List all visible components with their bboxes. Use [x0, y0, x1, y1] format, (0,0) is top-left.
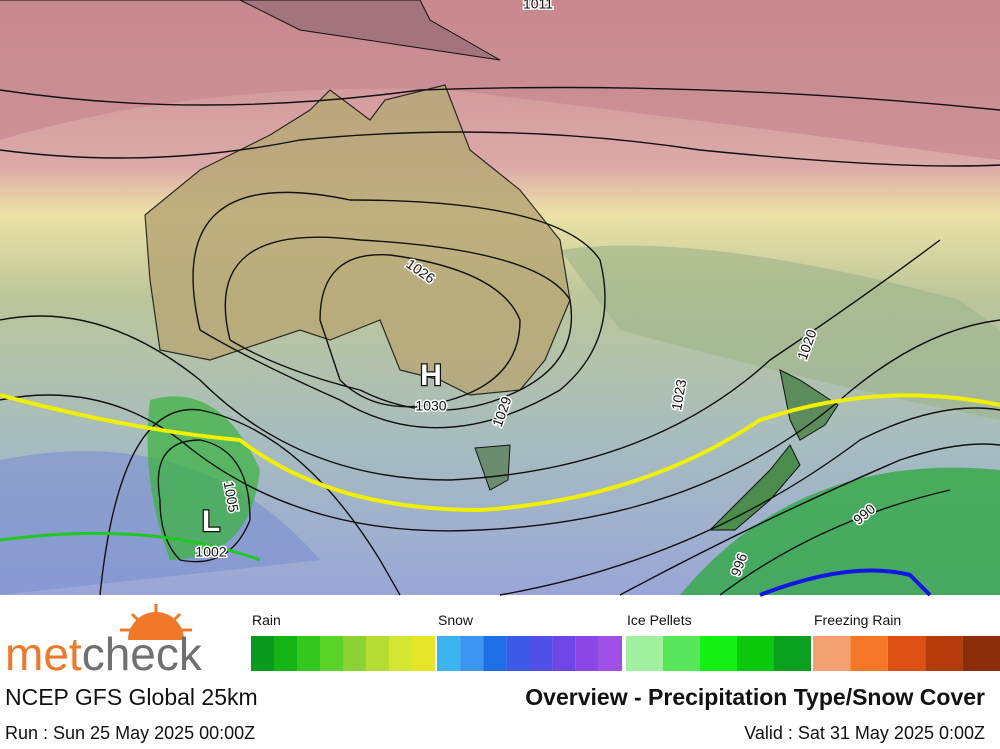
legend-swatch — [274, 636, 297, 671]
logo-part: met — [5, 628, 82, 680]
legend-swatch — [412, 636, 435, 671]
isobar — [157, 439, 251, 563]
isobar-label: 1011 — [523, 0, 553, 12]
legend-swatch — [552, 636, 576, 671]
legend-swatch — [962, 636, 1000, 671]
legend-swatch — [925, 636, 963, 671]
legend-swatch — [251, 636, 274, 671]
legend-swatch — [737, 636, 774, 671]
legend-swatch — [850, 636, 888, 671]
legend-label: Rain — [252, 612, 281, 628]
chart-title: Overview - Precipitation Type/Snow Cover — [525, 684, 985, 710]
isobar — [499, 407, 1000, 596]
logo-sun — [128, 612, 184, 640]
legend: Rain Snow Ice Pellets Freezing Rain — [251, 612, 1000, 671]
legend-swatch — [575, 636, 599, 671]
isobar — [192, 191, 606, 429]
isobar — [719, 489, 951, 596]
legend-swatch — [320, 636, 343, 671]
footer: metcheck Rain Snow Ice Pellets Freezing Rai… — [5, 604, 1000, 743]
isobar — [0, 319, 1000, 532]
legend-swatch — [297, 636, 320, 671]
legend-swatch — [774, 636, 811, 671]
legend-swatch — [887, 636, 926, 671]
snow-line — [759, 568, 932, 597]
pressure-value: 1002 — [195, 544, 226, 560]
rain-area — [680, 467, 1000, 595]
freezing-level-line — [0, 393, 1000, 513]
legend-swatch — [700, 636, 737, 671]
legend-label: Snow — [438, 612, 474, 628]
legend-swatch — [437, 636, 461, 671]
isobar — [0, 86, 1000, 111]
valid-time: Valid : Sat 31 May 2025 0:00Z — [744, 723, 985, 743]
new-guinea — [0, 0, 501, 61]
isobar — [619, 443, 1000, 596]
legend-swatch — [813, 636, 851, 671]
run-time: Run : Sun 25 May 2025 00:00Z — [5, 723, 255, 743]
legend-swatch — [626, 636, 663, 671]
logo-text: metcheck — [5, 628, 203, 680]
model-name: NCEP GFS Global 25km — [5, 684, 258, 710]
legend-label: Ice Pellets — [627, 612, 692, 628]
legend-swatch — [663, 636, 700, 671]
legend-swatch — [529, 636, 553, 671]
legend-swatch — [460, 636, 484, 671]
legend-swatch — [343, 636, 366, 671]
logo-part: check — [82, 628, 203, 680]
new-zealand-south — [708, 444, 801, 531]
legend-swatch — [483, 636, 507, 671]
cloud-area — [560, 245, 1000, 420]
legend-swatch — [389, 636, 412, 671]
isobar — [99, 408, 401, 596]
isobar — [319, 253, 521, 408]
logo-rays — [120, 604, 192, 632]
legend-label: Freezing Rain — [814, 612, 901, 628]
front-line — [0, 531, 261, 562]
tropical-moisture — [0, 0, 1000, 160]
isobar — [224, 236, 573, 411]
isobar — [0, 239, 941, 481]
isobar — [0, 131, 1000, 167]
pressure-center: L — [202, 505, 220, 538]
legend-swatch — [598, 636, 622, 671]
legend-swatch — [506, 636, 530, 671]
tasmania — [474, 444, 511, 491]
pressure-value: 1030 — [415, 398, 446, 414]
legend-swatch — [366, 636, 389, 671]
pressure-center: H — [420, 359, 442, 392]
